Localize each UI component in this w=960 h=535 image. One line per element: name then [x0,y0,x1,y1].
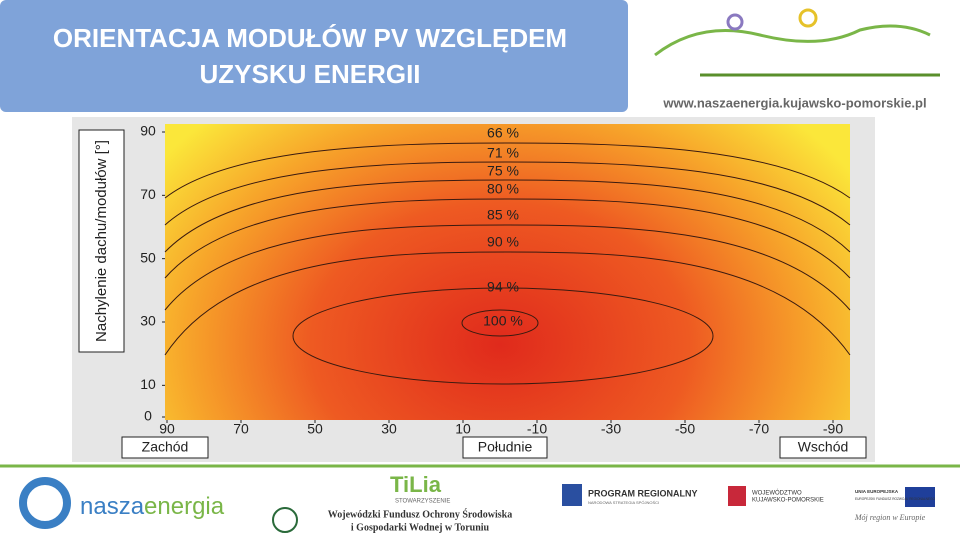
y-label-box [78,129,125,353]
direction-box [121,436,209,459]
direction-label: Południe [478,439,533,455]
eu: UNIA EUROPEJSKA [855,489,899,494]
logo-art [654,8,940,77]
tilia-sub: STOWARZYSZENIE [395,499,450,505]
contour-line [164,179,851,253]
eu-flag [905,487,935,507]
direction-box [462,436,548,459]
contour-line [164,142,851,199]
contour-label: 71 % [487,145,519,161]
region: WOJEWÓDZTWO [752,490,802,497]
wfos-mark [272,507,298,533]
contour-line [164,198,851,279]
logo-text: naszaenergia [80,493,225,520]
x-tick-label: -10 [527,421,547,437]
x-tick-label: 10 [455,421,471,437]
program-mark [562,484,582,506]
region: KUJAWSKO-POMORSKIE [752,498,824,504]
contour-label: 90 % [487,234,519,250]
x-tick-label: 30 [381,421,397,437]
contour-label: 66 % [487,125,519,141]
x-tick-label: 70 [233,421,249,437]
title-banner [0,0,628,112]
direction-label: Zachód [142,439,189,455]
y-tick-label: 10 [140,376,156,392]
title-line: ORIENTACJA MODUŁÓW PV WZGLĘDEM [53,23,567,53]
contour-label: 100 % [483,313,523,329]
footer: naszaenergia TiLia STOWARZYSZENIE Wojewó… [19,472,936,533]
contour-label: 85 % [487,207,519,223]
x-tick-label: -90 [823,421,843,437]
chart: 90 70 50 30 10 -10 -30 -50 -70 -90 0 10 30 50 70 90 66 %… [121,123,867,459]
contour-line [292,287,714,385]
y-tick-label: 70 [140,186,156,202]
contour-line [461,309,539,337]
wfos: Wojewódzki Fundusz Ochrony Środowiska [328,508,512,520]
wfos: i Gospodarki Wodnej w Toruniu [351,522,490,533]
y-tick-label: 30 [140,313,156,329]
logo-part: nasza [80,493,145,520]
contour-label: 94 % [487,279,519,295]
url: www.naszaenergia.kujawsko-pomorskie.pl [662,95,926,110]
x-tick-label: 50 [307,421,323,437]
logo-part: energia [144,493,225,520]
eu: EUROPEJSKI FUNDUSZ ROZWOJU REGIONALNEGO [855,497,936,501]
region-mark [728,486,746,506]
heatmap [165,124,850,420]
x-tick-label: 90 [159,421,175,437]
contour-line [164,161,851,226]
program-sub: NARODOWA STRATEGIA SPÓJNOŚCI [588,500,659,505]
contour-line [164,251,851,356]
motto: Mój region w Europie [854,513,926,522]
x-tick-label: -70 [749,421,769,437]
contour-label: 80 % [487,181,519,197]
x-tick-label: -30 [601,421,621,437]
y-tick-label: 50 [140,249,156,265]
x-tick-label: -50 [675,421,695,437]
title-line: UZYSKU ENERGII [199,59,420,89]
direction-box [779,436,867,459]
contour-line [164,224,851,311]
y-tick-label: 90 [140,123,156,139]
y-axis-label: Nachylenie dachu/modułów [°] [93,140,110,342]
program: PROGRAM REGIONALNY [588,488,698,498]
y-tick-label: 0 [144,408,152,424]
direction-label: Wschód [798,439,849,455]
contour-label: 75 % [487,163,519,179]
logo-mark [19,477,71,529]
tilia: TiLia [390,472,442,497]
